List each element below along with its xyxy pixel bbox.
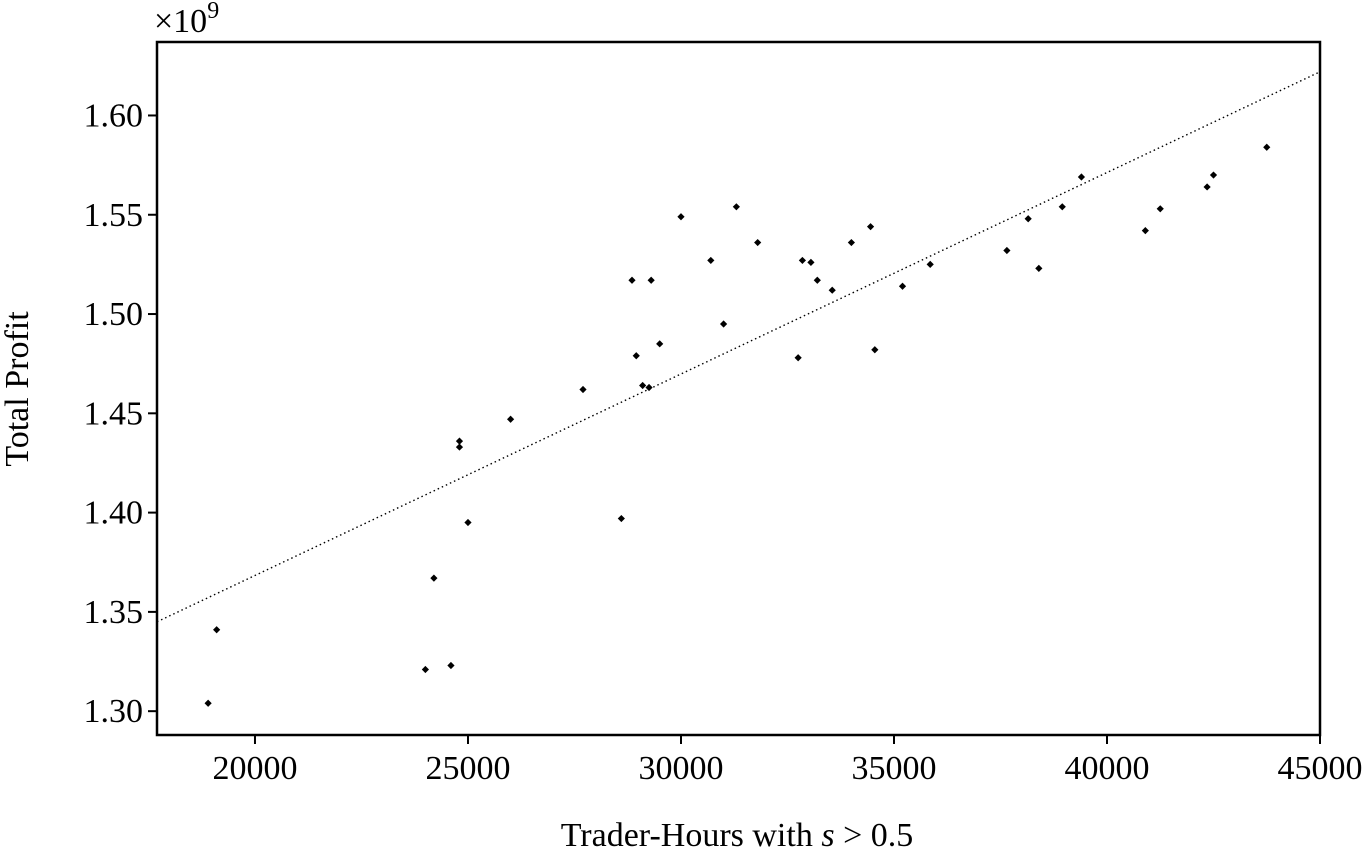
data-point <box>719 320 728 328</box>
y-multiplier-base: ×10 <box>154 3 207 40</box>
y-multiplier-exponent: 9 <box>207 0 219 24</box>
x-tick-label: 30000 <box>638 750 723 787</box>
trendline-group <box>156 71 1321 623</box>
data-point <box>828 286 836 294</box>
data-point <box>204 699 212 707</box>
x-tick-label: 35000 <box>851 750 936 787</box>
data-point <box>430 574 438 582</box>
data-point <box>1077 173 1086 181</box>
data-point <box>794 354 802 362</box>
x-tick-label: 25000 <box>425 750 510 787</box>
y-tick-label: 1.60 <box>84 97 144 134</box>
data-point <box>455 437 464 445</box>
data-point <box>421 665 429 674</box>
data-point <box>628 276 636 284</box>
data-point <box>639 381 647 390</box>
x-axis-label: Trader-Hours with s > 0.5 <box>561 817 914 854</box>
data-point <box>813 276 821 284</box>
data-point <box>645 383 653 392</box>
data-point <box>455 443 464 451</box>
data-point <box>866 223 875 231</box>
data-point <box>647 276 655 284</box>
y-tick-label: 1.45 <box>84 395 144 432</box>
data-point <box>871 346 879 354</box>
data-point <box>1209 171 1218 179</box>
data-point <box>617 514 625 523</box>
y-axis-ticks: 1.30 1.35 1.40 1.45 1.50 1.55 1.60 <box>84 97 157 730</box>
data-point <box>506 415 515 423</box>
x-label-suffix: > 0.5 <box>835 817 914 854</box>
x-label-variable: s <box>821 817 834 854</box>
axes-frame <box>155 40 1322 737</box>
data-point <box>707 256 715 265</box>
data-point <box>1141 227 1149 235</box>
data-point <box>926 260 934 268</box>
x-tick-label: 40000 <box>1064 750 1149 787</box>
data-point <box>213 626 221 634</box>
data-point <box>464 518 472 527</box>
data-point <box>1203 183 1211 191</box>
data-point <box>1003 246 1011 255</box>
data-point <box>677 213 685 221</box>
data-point <box>1156 205 1164 213</box>
y-tick-label: 1.35 <box>84 594 144 631</box>
data-point <box>1263 143 1271 151</box>
y-tick-label: 1.55 <box>84 197 144 234</box>
y-axis-multiplier: ×109 <box>154 0 219 40</box>
data-point <box>447 661 455 670</box>
data-point <box>732 203 740 211</box>
data-point <box>798 256 807 265</box>
data-point <box>807 258 815 267</box>
data-point <box>847 238 855 247</box>
x-tick-label: 45000 <box>1278 750 1363 787</box>
y-axis-label: Total Profit <box>0 311 36 467</box>
x-label-prefix: Trader-Hours with <box>561 817 822 854</box>
data-point <box>632 352 640 360</box>
x-tick-label: 20000 <box>212 750 297 787</box>
x-axis-ticks: 20000 25000 30000 35000 40000 45000 <box>212 735 1363 787</box>
data-point <box>898 282 907 290</box>
data-points <box>204 143 1271 707</box>
data-point <box>656 340 664 348</box>
data-point <box>579 385 587 394</box>
y-tick-label: 1.50 <box>84 296 144 333</box>
data-point <box>1024 215 1032 223</box>
trendline <box>156 71 1321 623</box>
data-point <box>754 238 762 247</box>
data-point <box>1035 264 1043 272</box>
y-tick-label: 1.40 <box>84 495 144 532</box>
data-point <box>1058 203 1066 211</box>
y-tick-label: 1.30 <box>84 693 144 730</box>
